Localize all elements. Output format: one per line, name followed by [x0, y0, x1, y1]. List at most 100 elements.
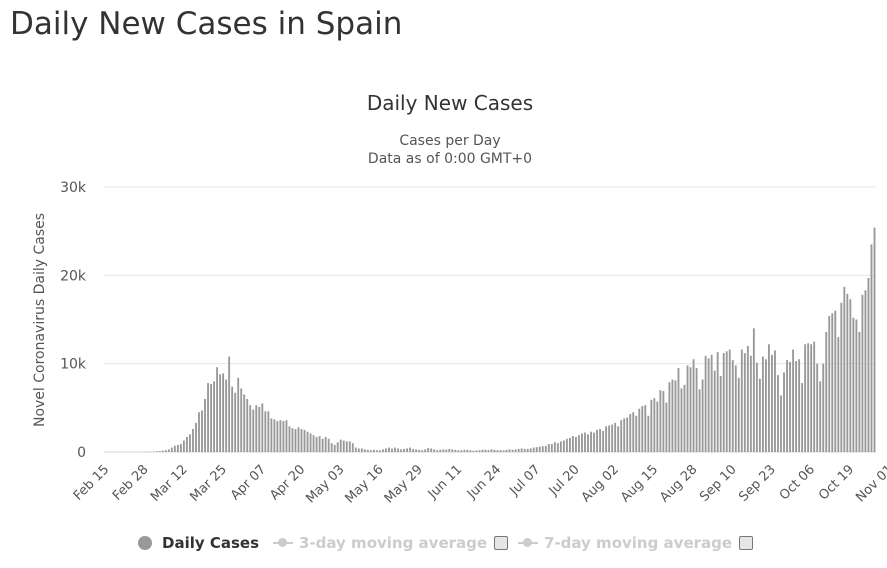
daily-cases-bar[interactable]	[276, 421, 279, 452]
daily-cases-bar[interactable]	[345, 441, 348, 452]
daily-cases-bar[interactable]	[777, 375, 779, 452]
daily-cases-bar[interactable]	[867, 277, 870, 452]
daily-cases-bar[interactable]	[858, 331, 861, 452]
daily-cases-bar[interactable]	[231, 386, 234, 452]
daily-cases-bar[interactable]	[807, 343, 810, 452]
daily-cases-bar[interactable]	[565, 438, 568, 452]
daily-cases-bar[interactable]	[611, 424, 614, 452]
daily-cases-bar[interactable]	[764, 359, 767, 452]
daily-cases-bar[interactable]	[538, 446, 541, 452]
daily-cases-bar[interactable]	[761, 356, 764, 452]
daily-cases-bar[interactable]	[837, 337, 840, 452]
daily-cases-bar[interactable]	[228, 356, 231, 452]
daily-cases-bar[interactable]	[686, 365, 689, 452]
daily-cases-bar[interactable]	[813, 341, 816, 452]
daily-cases-bar[interactable]	[692, 359, 695, 452]
daily-cases-bar[interactable]	[783, 372, 785, 453]
daily-cases-bar[interactable]	[397, 448, 399, 452]
daily-cases-bar[interactable]	[562, 440, 565, 452]
daily-cases-bar[interactable]	[309, 433, 312, 452]
daily-cases-bar[interactable]	[433, 449, 436, 452]
daily-cases-bar[interactable]	[680, 388, 683, 452]
daily-cases-bar[interactable]	[264, 411, 267, 452]
daily-cases-bar[interactable]	[786, 360, 788, 452]
daily-cases-bar[interactable]	[213, 381, 216, 452]
daily-cases-bar[interactable]	[240, 388, 243, 452]
daily-cases-bar[interactable]	[517, 448, 520, 452]
daily-cases-bar[interactable]	[173, 445, 176, 452]
daily-cases-bar[interactable]	[267, 411, 270, 452]
daily-cases-bar[interactable]	[590, 431, 592, 452]
daily-cases-bar[interactable]	[713, 370, 716, 452]
daily-cases-bar[interactable]	[553, 442, 556, 452]
daily-cases-bar[interactable]	[357, 448, 360, 452]
daily-cases-bar[interactable]	[324, 436, 327, 452]
daily-cases-bar[interactable]	[363, 449, 366, 452]
daily-cases-bar[interactable]	[544, 445, 547, 452]
daily-cases-bar[interactable]	[225, 379, 228, 452]
daily-cases-bar[interactable]	[321, 438, 324, 452]
daily-cases-bar[interactable]	[602, 430, 605, 452]
daily-cases-bar[interactable]	[478, 450, 481, 452]
daily-cases-bar[interactable]	[219, 374, 222, 452]
daily-cases-bar[interactable]	[312, 435, 315, 452]
daily-cases-bar[interactable]	[520, 448, 523, 452]
daily-cases-bar[interactable]	[487, 450, 490, 452]
daily-cases-bar[interactable]	[339, 439, 342, 452]
daily-cases-bar[interactable]	[698, 389, 701, 452]
daily-cases-bar[interactable]	[451, 449, 454, 452]
daily-cases-bar[interactable]	[170, 447, 173, 452]
daily-cases-bar[interactable]	[870, 244, 873, 452]
legend-item-3-day-moving-average[interactable]: 3-day moving average	[273, 531, 487, 555]
daily-cases-bar[interactable]	[626, 417, 629, 452]
daily-cases-bar[interactable]	[342, 440, 345, 452]
daily-cases-bar[interactable]	[689, 367, 692, 452]
daily-cases-bar[interactable]	[273, 419, 276, 452]
daily-cases-bar[interactable]	[662, 391, 665, 452]
daily-cases-bar[interactable]	[737, 377, 740, 452]
daily-cases-bar[interactable]	[792, 349, 795, 452]
daily-cases-bar[interactable]	[650, 399, 653, 452]
daily-cases-bar[interactable]	[158, 451, 161, 452]
daily-cases-bar[interactable]	[306, 431, 309, 452]
daily-cases-bar[interactable]	[584, 432, 586, 452]
daily-cases-bar[interactable]	[421, 450, 424, 452]
daily-cases-bar[interactable]	[647, 415, 650, 452]
daily-cases-bar[interactable]	[734, 365, 737, 452]
daily-cases-bar[interactable]	[541, 446, 544, 452]
daily-cases-bar[interactable]	[752, 328, 755, 452]
daily-cases-bars[interactable]	[134, 227, 876, 453]
daily-cases-bar[interactable]	[282, 421, 285, 452]
daily-cases-bar[interactable]	[535, 447, 538, 452]
daily-cases-bar[interactable]	[668, 382, 671, 452]
daily-cases-bar[interactable]	[514, 449, 517, 452]
daily-cases-bar[interactable]	[318, 436, 321, 452]
daily-cases-bar[interactable]	[409, 447, 412, 452]
daily-cases-bar[interactable]	[656, 401, 659, 452]
daily-cases-bar[interactable]	[204, 399, 206, 452]
daily-cases-bar[interactable]	[716, 352, 719, 452]
daily-cases-bar[interactable]	[635, 415, 638, 452]
daily-cases-bar[interactable]	[463, 449, 466, 452]
daily-cases-bar[interactable]	[210, 383, 212, 452]
daily-cases-bar[interactable]	[454, 449, 457, 452]
daily-cases-bar[interactable]	[400, 449, 402, 452]
daily-cases-bar[interactable]	[581, 433, 583, 452]
daily-cases-bar[interactable]	[701, 379, 704, 452]
daily-cases-bar[interactable]	[164, 450, 167, 452]
daily-cases-bar[interactable]	[198, 412, 200, 452]
daily-cases-bar[interactable]	[704, 355, 707, 452]
daily-cases-bar[interactable]	[740, 349, 743, 452]
daily-cases-bar[interactable]	[774, 350, 776, 452]
daily-cases-bar[interactable]	[315, 436, 318, 452]
daily-cases-bar[interactable]	[771, 354, 773, 452]
daily-cases-bar[interactable]	[755, 362, 758, 452]
daily-cases-bar[interactable]	[523, 448, 526, 452]
daily-cases-bar[interactable]	[526, 448, 529, 452]
daily-cases-bar[interactable]	[303, 429, 306, 452]
daily-cases-bar[interactable]	[472, 450, 475, 452]
daily-cases-bar[interactable]	[436, 450, 439, 452]
daily-cases-bar[interactable]	[216, 367, 219, 452]
daily-cases-bar[interactable]	[388, 447, 390, 452]
daily-cases-bar[interactable]	[460, 450, 463, 452]
